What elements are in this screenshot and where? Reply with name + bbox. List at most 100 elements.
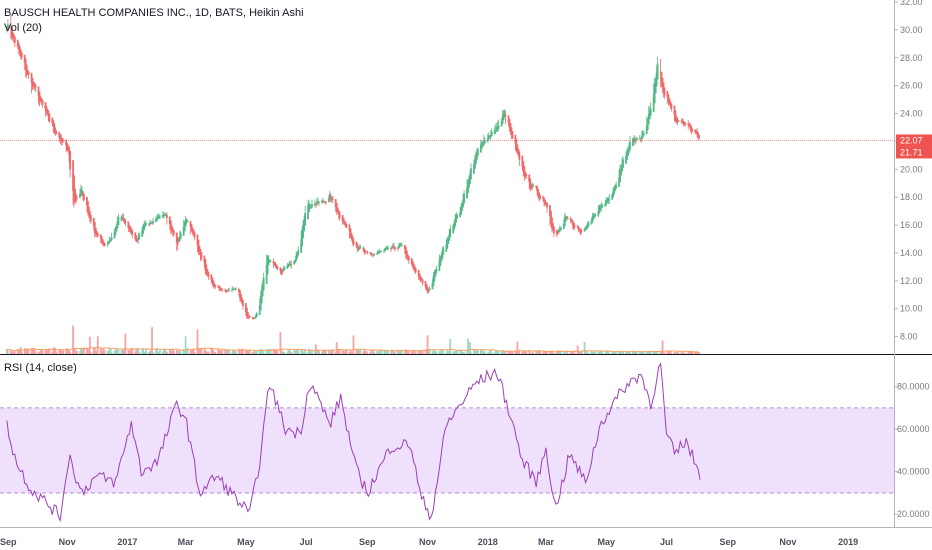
candle-body (497, 125, 500, 128)
candle-body (607, 200, 610, 202)
volume-bar (62, 349, 65, 354)
volume-bar (275, 350, 278, 354)
candle-body (282, 268, 285, 272)
candle-body (509, 123, 512, 132)
candle-body (668, 98, 671, 105)
volume-bar (10, 351, 13, 354)
candle-body (376, 253, 379, 255)
volume-bar (587, 352, 590, 354)
volume-bar (500, 351, 503, 354)
candle-body (663, 87, 666, 96)
volume-bar (565, 350, 568, 354)
volume-bar (391, 349, 393, 354)
volume-bar (261, 350, 264, 354)
candle-body (441, 251, 444, 259)
rsi-tick-label: 40.0000 (897, 467, 930, 477)
volume-bar (619, 351, 621, 354)
candle-body (341, 215, 344, 222)
candle-body (620, 167, 622, 176)
price-tick-label: 8.00 (900, 332, 918, 342)
candle-body (362, 247, 365, 250)
volume-bar (452, 351, 455, 354)
candle-body (40, 98, 43, 102)
candle-body (461, 203, 464, 211)
volume-bar (170, 351, 173, 354)
volume-bar (156, 347, 158, 354)
candle-body (9, 26, 12, 28)
volume-bar (590, 351, 593, 354)
candle-body (411, 261, 414, 266)
candle-body (18, 46, 21, 53)
volume-bar (314, 350, 316, 354)
candle-body (198, 245, 201, 253)
candle-body (366, 251, 369, 253)
candle-body (80, 188, 82, 196)
price-tick-label: 14.00 (900, 248, 923, 258)
rsi-line (6, 362, 701, 523)
volume-bar (45, 350, 48, 354)
candle-body (137, 238, 140, 241)
volume-bar (260, 349, 263, 354)
volume-bar (593, 352, 596, 354)
volume-bar (296, 351, 299, 354)
candle-body (405, 250, 408, 259)
volume-bar (190, 348, 193, 354)
candle-body (417, 270, 420, 277)
candle-body (32, 82, 35, 87)
candle-body (399, 244, 402, 246)
candle-body (138, 234, 141, 240)
candle-body (538, 192, 541, 198)
candle-body (200, 252, 203, 259)
candle-body (604, 203, 607, 207)
volume-bar (79, 350, 81, 354)
candle-body (413, 265, 416, 271)
candle-body (294, 259, 297, 263)
volume-bar (539, 350, 542, 354)
volume-bar (536, 350, 539, 354)
volume-bar (661, 340, 664, 354)
price-tick-label: 10.00 (900, 304, 923, 314)
volume-bar (591, 351, 594, 354)
volume-bar (136, 349, 139, 354)
candle-body (66, 143, 69, 151)
candle-body (467, 181, 469, 193)
volume-bar (635, 351, 638, 354)
candle-body (476, 151, 478, 160)
volume-bar (302, 352, 305, 354)
candle-body (619, 168, 621, 182)
volume-bar (446, 350, 449, 354)
volume-bar (646, 351, 649, 354)
candle-body (355, 241, 358, 247)
volume-bar (309, 351, 311, 354)
volume-bar (439, 350, 442, 354)
volume-bar (47, 348, 50, 354)
volume-bar (244, 350, 247, 354)
candle-body (179, 232, 182, 239)
volume-bar (660, 351, 663, 354)
volume-bar (440, 349, 443, 354)
volume-bar (25, 349, 28, 354)
volume-bar (407, 350, 410, 354)
volume-bar (219, 350, 222, 354)
volume-bar (501, 349, 504, 354)
volume-bar (282, 351, 285, 354)
candle-body (240, 294, 242, 301)
candle-body (321, 200, 324, 202)
volume-bar (85, 347, 88, 354)
rsi-tick-label: 20.0000 (897, 509, 930, 519)
candle-body (184, 219, 187, 227)
candle-body (220, 288, 223, 291)
candle-body (470, 168, 472, 180)
volume-bar (387, 350, 389, 354)
volume-bar (663, 352, 666, 354)
volume-bar (495, 350, 498, 354)
volume-bar (667, 351, 670, 354)
candle-body (17, 43, 20, 50)
volume-bar (579, 352, 582, 354)
candle-body (83, 193, 85, 200)
time-tick-label: Jul (660, 537, 673, 547)
volume-bar (558, 350, 561, 354)
volume-bar (522, 350, 525, 354)
candle-body (228, 290, 230, 291)
